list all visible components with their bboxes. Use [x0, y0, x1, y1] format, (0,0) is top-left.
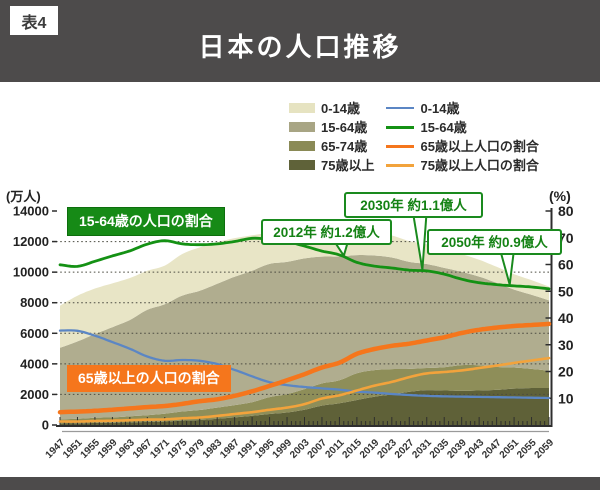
- svg-text:10: 10: [558, 390, 574, 406]
- legend-label: 75歳以上: [321, 157, 375, 173]
- legend-label: 15-64歳: [321, 119, 368, 135]
- svg-text:30: 30: [558, 337, 574, 353]
- legend-label: 15-64歳: [420, 119, 467, 135]
- area-swatch-75plus: [289, 160, 315, 170]
- legend-label: 75歳以上人口の割合: [420, 157, 539, 173]
- table-number-label: 表4: [21, 14, 47, 32]
- line-swatch-75plus-pct: [386, 163, 415, 167]
- legend-item: 15-64歳: [386, 120, 538, 134]
- svg-text:4000: 4000: [20, 356, 49, 371]
- annotation-callout: 2012年 約1.2億人: [261, 219, 392, 259]
- legend-label: 0-14歳: [321, 100, 361, 116]
- svg-text:8000: 8000: [20, 295, 49, 310]
- svg-text:60: 60: [558, 257, 574, 273]
- annotations-layer: 2012年 約1.2億人 2030年 約1.1億人 2050年 約0.9億人: [261, 192, 562, 285]
- footer-bar: [0, 477, 600, 490]
- svg-text:6000: 6000: [20, 326, 49, 341]
- svg-text:0: 0: [42, 418, 49, 433]
- svg-text:80: 80: [558, 203, 574, 219]
- svg-text:(万人): (万人): [6, 189, 41, 204]
- annotation-callout: 2050年 約0.9億人: [427, 229, 562, 285]
- line-swatch-15-64-pct: [386, 125, 415, 129]
- legend-item: 15-64歳: [289, 120, 374, 134]
- svg-text:40: 40: [558, 310, 574, 326]
- page-title: 日本の人口推移: [198, 32, 402, 62]
- svg-text:2012年 約1.2億人: 2012年 約1.2億人: [273, 224, 380, 240]
- svg-text:2050年 約0.9億人: 2050年 約0.9億人: [441, 234, 548, 250]
- legend-label: 65-74歳: [321, 138, 368, 154]
- legend-area-column: 0-14歳 15-64歳 65-74歳 75歳以上: [289, 101, 374, 172]
- table-number-tag: 表4: [10, 6, 58, 35]
- legend-label: 0-14歳: [420, 100, 460, 116]
- svg-text:2030年 約1.1億人: 2030年 約1.1億人: [360, 197, 467, 213]
- axes-layer: [52, 208, 553, 433]
- area-swatch-0-14: [289, 103, 315, 113]
- svg-text:2059: 2059: [533, 437, 557, 461]
- header-bar: 表4 日本の人口推移: [0, 0, 600, 82]
- legend-item: 75歳以上: [289, 158, 374, 172]
- legend-item: 75歳以上人口の割合: [386, 157, 539, 173]
- chart-legend: 0-14歳 15-64歳 65-74歳 75歳以上 0-14歳 15-: [289, 101, 539, 172]
- svg-text:14000: 14000: [13, 204, 49, 219]
- svg-text:10000: 10000: [13, 265, 49, 280]
- percent-lines-layer: [57, 236, 552, 423]
- working-age-ratio-badge: 15-64歳の人口の割合: [67, 207, 225, 236]
- svg-text:(%): (%): [549, 188, 571, 204]
- area-swatch-65-74: [289, 141, 315, 151]
- legend-label: 65歳以上人口の割合: [420, 138, 539, 154]
- legend-item: 65歳以上人口の割合: [386, 138, 539, 154]
- line-swatch-0-14-pct: [386, 107, 415, 109]
- elderly-ratio-badge: 65歳以上の人口の割合: [67, 365, 231, 392]
- legend-line-column: 0-14歳 15-64歳 65歳以上人口の割合 75歳以上人口の割合: [386, 101, 539, 173]
- svg-text:50: 50: [558, 283, 574, 299]
- legend-item: 0-14歳: [386, 101, 538, 115]
- legend-item: 0-14歳: [289, 101, 374, 115]
- area-swatch-15-64: [289, 122, 315, 132]
- svg-text:12000: 12000: [13, 234, 49, 249]
- line-swatch-65plus-pct: [386, 144, 415, 148]
- svg-text:2000: 2000: [20, 387, 49, 402]
- svg-text:20: 20: [558, 364, 574, 380]
- annotation-callout: 2030年 約1.1億人: [344, 192, 483, 270]
- legend-item: 65-74歳: [289, 139, 374, 153]
